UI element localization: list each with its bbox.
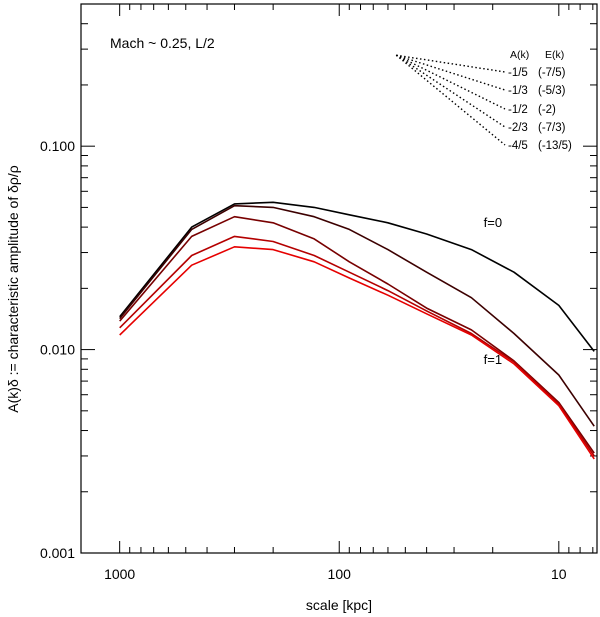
plot-annotation: Mach ~ 0.25, L/2 [110,35,215,51]
slope-header-a: A(k) [510,49,529,61]
series-layer: f=0 f=1 [119,201,595,460]
slope-reference-line [395,54,506,128]
series-line [119,204,595,427]
slope-e-label: (-5/3) [538,85,566,97]
series-line [119,201,595,352]
x-tick-label: 10 [551,566,567,582]
series-line [119,235,595,457]
slope-e-label: (-13/5) [538,140,572,152]
series-line [119,215,595,454]
x-tick-label: 1000 [104,566,135,582]
slope-reference-line [395,54,506,110]
slope-reference-line [395,54,506,146]
slope-a-label: -2/3 [508,122,528,134]
series-line [119,246,595,460]
curve-label: f=1 [484,352,502,367]
y-tick-label: 0.001 [40,545,75,561]
slope-header-e: E(k) [545,49,564,61]
slope-a-label: -4/5 [508,140,528,152]
slope-e-label: (-7/5) [538,67,566,79]
x-axis-label: scale [kpc] [306,597,372,613]
slope-reference-line [396,54,506,73]
x-axis: 1000 100 10 [104,4,594,582]
slope-a-label: -1/2 [508,104,528,116]
x-tick-label: 100 [328,566,352,582]
y-axis: 0.001 0.010 0.100 [40,3,597,561]
y-tick-label: 0.010 [40,342,75,358]
y-tick-label: 0.100 [40,138,75,154]
slope-a-label: -1/3 [508,85,528,97]
slope-a-label: -1/5 [508,67,528,79]
curve-label: f=0 [484,215,502,230]
y-axis-label: A(k)δ := characteristic amplitude of δρ/… [5,165,21,412]
reference-slope-legend: -1/5 (-7/5) -1/3 (-5/3) -1/2 (-2) -2/3 (-7/3) -4… [395,49,572,152]
slope-e-label: (-7/3) [538,122,566,134]
slope-e-label: (-2) [538,104,556,116]
slope-reference-line [396,54,506,91]
